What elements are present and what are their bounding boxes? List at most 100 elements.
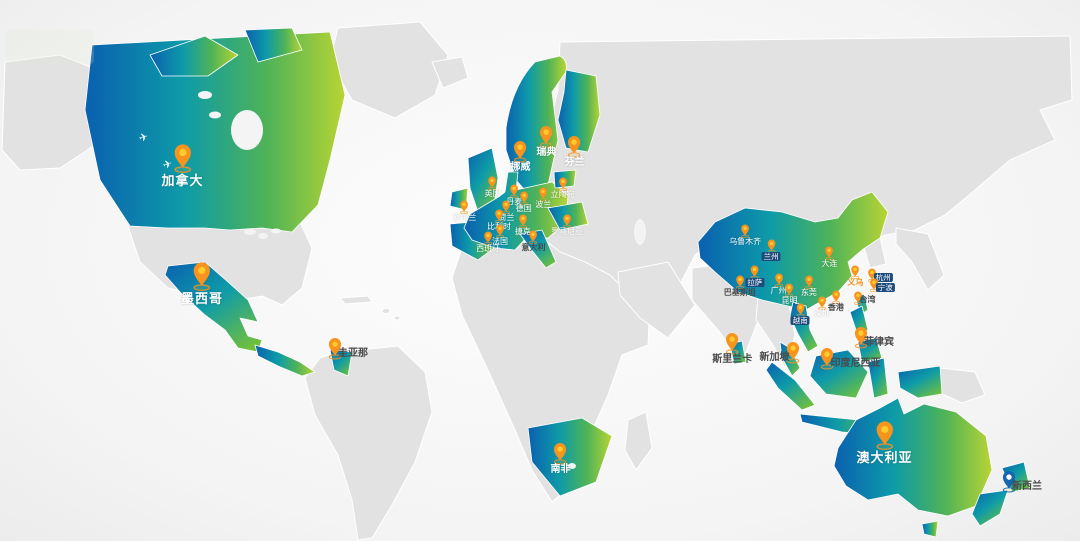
map-label-lanzhou: 兰州: [761, 252, 781, 262]
landmass-japan: [895, 227, 945, 291]
map-label-guangzhou: 广州: [770, 286, 787, 296]
map-label-netherlands: 荷兰: [498, 213, 515, 223]
location-pin-icon: [821, 347, 834, 370]
country-canada: [84, 31, 346, 233]
map-pin-philippines: 菲律宾: [853, 327, 894, 350]
country-guyana: [329, 349, 353, 377]
location-pin-icon: [519, 191, 528, 205]
lakes: [198, 91, 646, 469]
landmass-greenland: [329, 21, 449, 119]
country-sulawesi: [867, 357, 889, 399]
map-label-mexico: 墨西哥: [180, 290, 223, 306]
map-pin-ireland: 爱尔兰: [452, 200, 476, 223]
map-label-kunming: 昆明: [781, 295, 798, 305]
map-pin-poland: 波兰: [535, 187, 552, 210]
map-pin-ningbo: 宁波: [869, 278, 895, 293]
location-pin-icon: [484, 231, 493, 245]
map-pin-pakistan: 巴基斯坦: [723, 275, 756, 298]
country-borneo: [809, 349, 869, 399]
map-pin-lanzhou: 兰州: [761, 239, 781, 262]
location-pin-icon: [796, 303, 805, 317]
map-label-lithuania: 立陶宛: [550, 189, 575, 199]
country-canada-arctic-2: [244, 27, 303, 63]
map-label-singapore: 新加坡: [759, 351, 790, 363]
map-pin-guangzhou: 广州: [770, 273, 787, 296]
map-pin-kunming: 昆明: [781, 283, 798, 306]
location-pin-icon: [193, 262, 211, 291]
map-pin-czech: 捷克: [514, 214, 531, 237]
location-pin-icon: [568, 136, 581, 158]
location-pin-icon: [854, 327, 867, 349]
location-pin-icon: [488, 176, 497, 191]
location-pin-icon: [831, 290, 840, 304]
map-pin-norway: 挪威: [511, 141, 531, 174]
country-norway-sweden: [505, 55, 567, 197]
landmass-south-america: [304, 345, 433, 541]
location-pin-icon: [786, 341, 799, 364]
country-italy: [519, 229, 557, 269]
map-label-yiwu: 义乌: [847, 277, 864, 287]
map-label-vietnam: 越南: [790, 315, 810, 325]
map-label-france: 法国: [492, 236, 509, 246]
map-pin-lhasa: 拉萨: [745, 265, 765, 287]
map-pin-dalian: 大连: [821, 246, 838, 269]
map-label-poland: 波兰: [535, 200, 552, 210]
map-label-sri-lanka: 斯里兰卡: [712, 354, 753, 366]
location-pin-icon: [539, 187, 548, 202]
map-label-dongguan: 东莞: [800, 287, 817, 297]
map-pin-romania: 罗马尼亚: [551, 214, 583, 237]
location-pin-icon: [817, 296, 826, 310]
map-pin-urumqi: 乌鲁木齐: [729, 224, 761, 247]
map-label-pakistan: 巴基斯坦: [723, 287, 756, 297]
country-canada-arctic-1: [149, 35, 239, 77]
location-pin-icon: [514, 141, 527, 163]
map-label-romania: 罗马尼亚: [551, 227, 583, 237]
country-tasmania: [921, 520, 939, 538]
location-pin-icon: [1002, 471, 1015, 493]
country-sumatra: [765, 361, 816, 411]
location-pin-icon: [554, 443, 567, 465]
map-label-canada: 加拿大: [161, 172, 204, 188]
country-mexico: [164, 261, 263, 353]
location-pin-icon: [502, 200, 511, 215]
map-label-uk: 英国: [484, 189, 501, 199]
country-australia: [833, 397, 993, 517]
location-pin-icon: [853, 291, 862, 305]
map-pin-australia: 澳大利亚: [856, 421, 913, 466]
map-label-new-zealand: 新西兰: [1011, 481, 1042, 493]
map-label-germany: 德国: [515, 203, 532, 213]
map-label-taiwan: 台湾: [859, 295, 876, 305]
location-pin-icon: [774, 273, 783, 288]
location-pin-icon: [174, 144, 191, 173]
map-pin-dongguan: 东莞: [800, 275, 817, 298]
country-west-new-guinea: [897, 365, 943, 399]
map-pin-canada: 加拿大: [161, 144, 204, 189]
map-pin-vietnam: 越南: [790, 303, 810, 325]
map-label-indonesia: 印度尼西亚: [830, 357, 881, 369]
location-pin-icon: [496, 224, 504, 238]
map-pin-lithuania: 立陶宛: [550, 177, 575, 200]
map-pin-germany: 德国: [515, 191, 532, 214]
map-pin-yiwu: 义乌: [847, 265, 864, 288]
map-pin-taiwan: 台湾: [852, 291, 876, 306]
watermark: [6, 30, 94, 64]
location-pin-icon: [540, 126, 553, 148]
map-pin-shenzhen: 深圳: [814, 296, 830, 319]
map-pin-indonesia: 印度尼西亚: [819, 347, 881, 371]
map-pin-south-africa: 南非: [551, 443, 571, 476]
map-label-dalian: 大连: [821, 259, 838, 269]
map-pin-hongkong: 香港: [828, 290, 844, 313]
map-pin-sweden: 瑞典: [536, 126, 556, 159]
landmass-papua: [937, 367, 986, 404]
map-label-philippines: 菲律宾: [863, 337, 894, 349]
location-pin-icon: [495, 209, 503, 224]
map-pin-new-zealand: 新西兰: [1001, 471, 1042, 494]
country-south-africa: [527, 417, 613, 497]
map-pin-finland: 芬兰: [565, 136, 585, 169]
location-pin-icon: [510, 184, 519, 198]
map-pin-italy: 意大利: [522, 230, 546, 253]
map-label-australia: 澳大利亚: [856, 449, 913, 465]
map-label-czech: 捷克: [514, 227, 531, 237]
